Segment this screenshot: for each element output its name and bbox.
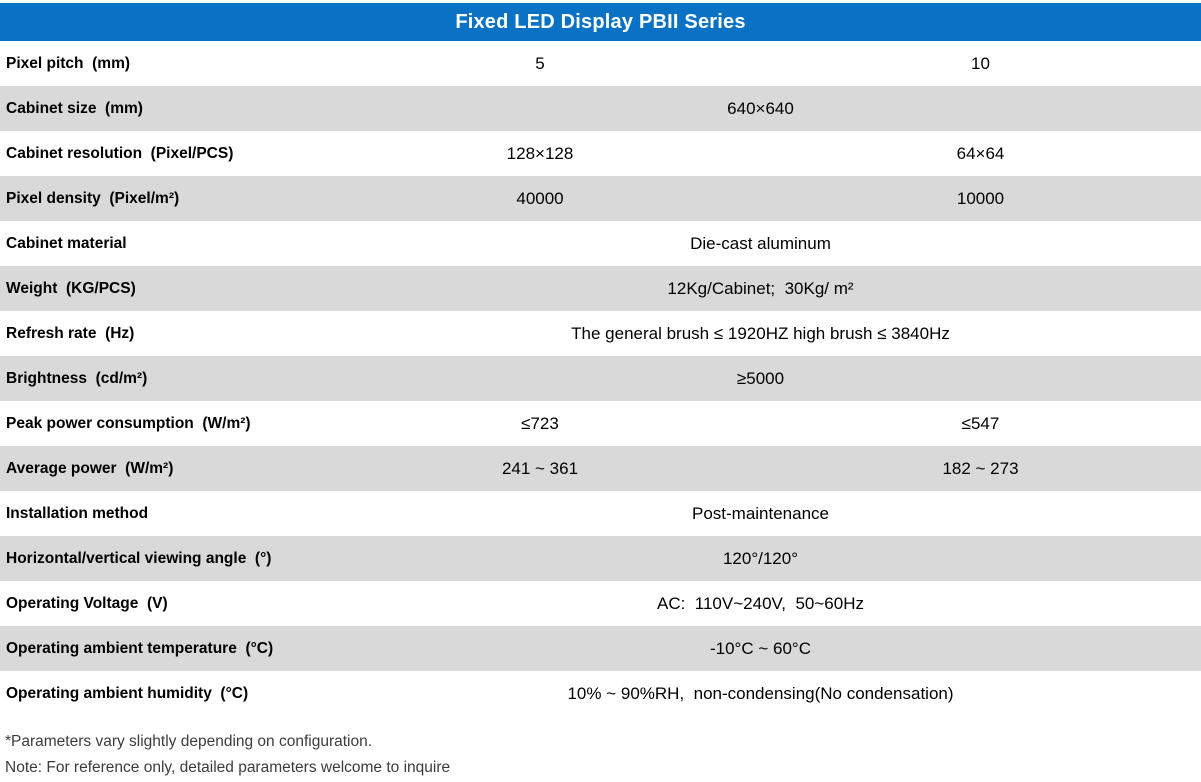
- row-refresh-rate: Refresh rate (Hz) The general brush ≤ 19…: [0, 311, 1201, 356]
- installation-method-value: Post-maintenance: [691, 503, 830, 523]
- row-pixel-density: Pixel density (Pixel/m²) 40000 10000: [0, 176, 1201, 221]
- brightness-value: ≥5000: [736, 368, 785, 388]
- row-installation-method: Installation method Post-maintenance: [0, 491, 1201, 536]
- cabinet-resolution-value-p5: 128×128: [506, 143, 574, 163]
- cabinet-size-value: 640×640: [727, 98, 794, 118]
- cabinet-size-label: Cabinet size (mm): [6, 99, 143, 117]
- pixel-pitch-value-p10: 10: [971, 53, 990, 73]
- ambient-humidity-label: Operating ambient humidity (°C): [6, 684, 249, 702]
- row-cabinet-material: Cabinet material Die-cast aluminum: [0, 221, 1201, 266]
- weight-label: Weight (KG/PCS): [6, 279, 136, 297]
- row-weight: Weight (KG/PCS) 12Kg/Cabinet; 30Kg/ m²: [0, 266, 1201, 311]
- spec-table: Pixel pitch (mm) 5 10 Cabinet size (mm) …: [0, 41, 1201, 716]
- peak-power-label: Peak power consumption (W/m²): [6, 414, 251, 432]
- footnote-reference: Note: For reference only, detailed param…: [5, 759, 451, 776]
- brightness-label: Brightness (cd/m²): [6, 369, 148, 387]
- row-peak-power: Peak power consumption (W/m²) ≤723 ≤547: [0, 401, 1201, 446]
- cabinet-resolution-value-p10: 64×64: [956, 143, 1005, 163]
- operating-voltage-value: AC: 110V~240V, 50~60Hz: [657, 593, 864, 613]
- refresh-rate-label: Refresh rate (Hz): [6, 324, 135, 342]
- ambient-humidity-value: 10% ~ 90%RH, non-condensing(No condensat…: [567, 683, 954, 703]
- row-cabinet-resolution: Cabinet resolution (Pixel/PCS) 128×128 6…: [0, 131, 1201, 176]
- pixel-density-value-p5: 40000: [516, 188, 564, 208]
- footnotes: *Parameters vary slightly depending on c…: [0, 729, 1201, 781]
- row-operating-voltage: Operating Voltage (V) AC: 110V~240V, 50~…: [0, 581, 1201, 626]
- average-power-value-p5: 241 ~ 361: [501, 458, 579, 478]
- cabinet-material-value: Die-cast aluminum: [690, 233, 831, 253]
- average-power-label: Average power (W/m²): [6, 459, 174, 477]
- weight-value: 12Kg/Cabinet; 30Kg/ m²: [667, 278, 854, 298]
- row-ambient-temperature: Operating ambient temperature (°C) -10°C…: [0, 626, 1201, 671]
- pixel-density-value-p10: 10000: [956, 188, 1005, 208]
- cabinet-material-label: Cabinet material: [6, 234, 127, 252]
- viewing-angle-value: 120°/120°: [722, 548, 799, 568]
- row-ambient-humidity: Operating ambient humidity (°C) 10% ~ 90…: [0, 671, 1201, 716]
- footnote-parameters: *Parameters vary slightly depending on c…: [5, 733, 373, 750]
- peak-power-value-p5: ≤723: [521, 413, 559, 433]
- pixel-pitch-label: Pixel pitch (mm): [6, 54, 131, 72]
- row-brightness: Brightness (cd/m²) ≥5000: [0, 356, 1201, 401]
- row-viewing-angle: Horizontal/vertical viewing angle (°) 12…: [0, 536, 1201, 581]
- row-pixel-pitch: Pixel pitch (mm) 5 10: [0, 41, 1201, 86]
- peak-power-value-p10: ≤547: [961, 413, 1000, 433]
- viewing-angle-label: Horizontal/vertical viewing angle (°): [6, 549, 272, 567]
- table-title-bar: Fixed LED Display PBII Series: [0, 3, 1201, 41]
- cabinet-resolution-label: Cabinet resolution (Pixel/PCS): [6, 144, 234, 162]
- average-power-value-p10: 182 ~ 273: [942, 458, 1019, 478]
- ambient-temperature-value: -10°C ~ 60°C: [709, 638, 811, 658]
- pixel-density-label: Pixel density (Pixel/m²): [6, 189, 180, 207]
- row-cabinet-size: Cabinet size (mm) 640×640: [0, 86, 1201, 131]
- refresh-rate-value: The general brush ≤ 1920HZ high brush ≤ …: [571, 323, 950, 343]
- row-average-power: Average power (W/m²) 241 ~ 361 182 ~ 273: [0, 446, 1201, 491]
- operating-voltage-label: Operating Voltage (V): [6, 594, 168, 612]
- table-title: Fixed LED Display PBII Series: [455, 10, 746, 33]
- pixel-pitch-value-p5: 5: [535, 53, 545, 73]
- installation-method-label: Installation method: [6, 504, 149, 522]
- ambient-temperature-label: Operating ambient temperature (°C): [6, 639, 274, 657]
